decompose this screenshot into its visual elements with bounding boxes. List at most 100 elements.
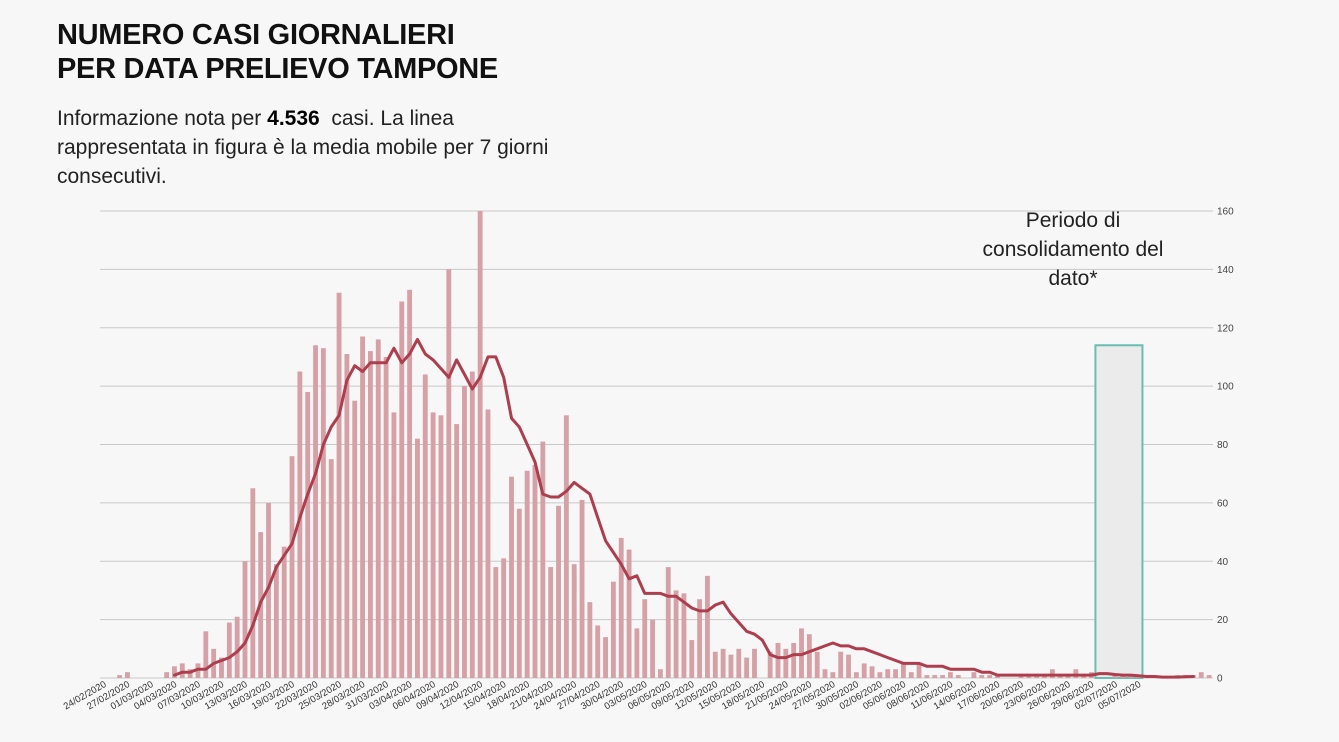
y-tick-label: 160 [1217, 207, 1234, 218]
bar [226, 622, 232, 678]
bar [367, 351, 373, 678]
bar [493, 567, 499, 678]
bar [477, 211, 483, 678]
bar [744, 657, 750, 678]
bar [877, 672, 883, 678]
bar [783, 648, 789, 678]
bar [344, 354, 350, 678]
bar [532, 464, 538, 678]
y-tick-label: 60 [1217, 498, 1229, 509]
bar [932, 675, 938, 678]
bar [595, 625, 601, 678]
bar [618, 537, 624, 678]
moving-average-line [173, 337, 1195, 679]
bar [587, 602, 593, 678]
bar [814, 651, 820, 678]
bar [579, 499, 585, 678]
bar [407, 289, 413, 678]
consolidation-note: Periodo di consolidamento del dato* [982, 209, 1164, 290]
y-tick-label: 80 [1217, 440, 1229, 451]
bar [987, 675, 993, 678]
chart-title: NUMERO CASI GIORNALIERI PER DATA PRELIEV… [57, 18, 498, 86]
bar [485, 409, 491, 678]
y-axis-ticks: 0 20 40 60 80 100 120 140 160 [1217, 207, 1234, 685]
bar [830, 672, 836, 678]
bar [822, 669, 828, 678]
bar [399, 301, 405, 678]
bar [305, 391, 311, 678]
bar [720, 648, 726, 678]
bar [172, 666, 177, 678]
consolidation-period-box [1094, 344, 1144, 679]
bar [657, 669, 663, 678]
bar [563, 415, 569, 678]
bar [767, 651, 773, 678]
bar [242, 561, 248, 678]
chart-subtitle: Informazione nota per 4.536 casi. La lin… [57, 104, 577, 191]
y-tick-label: 100 [1217, 382, 1234, 393]
bar [650, 619, 656, 678]
bar [1112, 675, 1118, 678]
bar [665, 567, 671, 678]
bar [415, 438, 420, 678]
bar [360, 336, 366, 678]
bar [234, 616, 240, 678]
bar [383, 356, 389, 678]
bar [806, 634, 812, 678]
bar [571, 564, 577, 678]
bar [838, 651, 844, 678]
y-tick-label: 120 [1217, 323, 1234, 334]
bar [219, 657, 224, 678]
bar [940, 675, 946, 678]
chart-title-line1: NUMERO CASI GIORNALIERI [57, 19, 455, 51]
total-cases: 4.536 [267, 107, 320, 130]
bar [516, 508, 522, 678]
bar [947, 672, 953, 678]
bar [125, 672, 130, 678]
bar [908, 672, 914, 678]
bar [250, 488, 256, 678]
bar [203, 631, 209, 678]
bar [916, 663, 922, 678]
subtitle-prefix: Informazione nota per [57, 107, 262, 130]
y-tick-label: 0 [1217, 674, 1223, 685]
bar [736, 648, 742, 678]
bar [1198, 672, 1204, 678]
bar [900, 663, 906, 678]
bar [1206, 675, 1212, 678]
bar [924, 675, 930, 678]
bar [712, 651, 718, 678]
bar [728, 654, 734, 678]
bar [273, 564, 279, 678]
y-tick-label: 40 [1217, 557, 1229, 568]
bar [469, 371, 475, 678]
bar [626, 549, 632, 678]
bar [391, 412, 397, 678]
subtitle-suffix: casi. La linea rappresentata in figura è… [57, 107, 549, 188]
bar [438, 415, 444, 678]
bar [697, 599, 703, 678]
x-axis-ticks: 24/02/202027/02/202001/03/202004/03/2020… [62, 679, 1143, 712]
bar [501, 558, 507, 678]
bar [328, 459, 334, 678]
bar [869, 666, 875, 678]
bar [642, 599, 648, 678]
bar [352, 400, 358, 678]
bar [705, 575, 710, 678]
bar [375, 339, 381, 678]
bar [548, 567, 554, 678]
bar [775, 642, 781, 678]
y-tick-label: 20 [1217, 615, 1229, 626]
bar [289, 456, 295, 678]
bar [297, 371, 303, 678]
bar [422, 374, 428, 678]
bar [885, 669, 891, 678]
bar-series [117, 211, 1212, 678]
bar [446, 269, 452, 678]
bar [979, 675, 985, 678]
bar [893, 669, 898, 678]
bar [524, 470, 530, 678]
bar [971, 672, 977, 678]
bar [689, 640, 695, 678]
